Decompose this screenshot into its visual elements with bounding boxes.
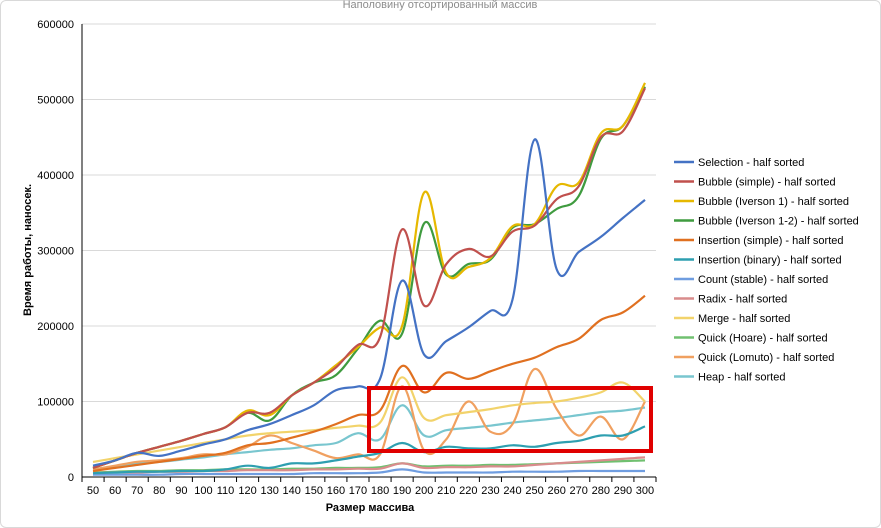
- x-tick-label: 130: [260, 485, 278, 497]
- x-tick-label: 260: [547, 485, 565, 497]
- x-tick-label: 270: [570, 485, 588, 497]
- y-tick-label: 300000: [37, 246, 74, 258]
- y-tick-label: 400000: [37, 170, 74, 182]
- highlight-box: [367, 386, 653, 453]
- y-tick-label: 200000: [37, 321, 74, 333]
- legend-label: Selection - half sorted: [698, 157, 804, 169]
- legend: Selection - half sorted Bubble (simple) -…: [674, 157, 859, 384]
- x-axis: 50 60 70 80 90 100 110 120 130 140 150 160 170 180 190…: [81, 24, 657, 497]
- x-tick-label: 50: [87, 485, 99, 497]
- series-line: [92, 425, 646, 475]
- legend-label: Insertion (simple) - half sorted: [698, 235, 844, 247]
- x-tick-label: 300: [636, 485, 654, 497]
- x-tick-label: 160: [327, 485, 345, 497]
- x-tick-label: 230: [481, 485, 499, 497]
- x-tick-label: 100: [194, 485, 212, 497]
- legend-label: Radix - half sorted: [698, 294, 787, 306]
- legend-label: Quick (Hoare) - half sorted: [698, 333, 828, 345]
- x-tick-label: 240: [503, 485, 521, 497]
- legend-label: Heap - half sorted: [698, 372, 785, 384]
- y-tick-label: 0: [68, 472, 74, 484]
- y-tick-label: 600000: [37, 19, 74, 31]
- series-line: [92, 87, 646, 469]
- y-axis-title: Время работы, наносек.: [22, 184, 34, 316]
- x-tick-label: 120: [238, 485, 256, 497]
- x-tick-label: 190: [393, 485, 411, 497]
- x-tick-label: 150: [305, 485, 323, 497]
- x-tick-label: 140: [283, 485, 301, 497]
- x-tick-label: 70: [131, 485, 143, 497]
- x-tick-label: 210: [437, 485, 455, 497]
- x-tick-label: 180: [371, 485, 389, 497]
- legend-label: Bubble (Iverson 1-2) - half sorted: [698, 216, 859, 228]
- x-tick-label: 280: [592, 485, 610, 497]
- x-tick-label: 250: [525, 485, 543, 497]
- x-tick-label: 170: [349, 485, 367, 497]
- x-tick-label: 290: [614, 485, 632, 497]
- x-tick-label: 220: [459, 485, 477, 497]
- y-axis: 0 100000 200000 300000 400000 500000 600000: [37, 19, 74, 484]
- x-tick-label: 200: [415, 485, 433, 497]
- x-tick-label: 90: [175, 485, 187, 497]
- legend-label: Count (stable) - half sorted: [698, 274, 828, 286]
- legend-label: Merge - half sorted: [698, 313, 790, 325]
- x-tick-label: 110: [217, 485, 235, 497]
- x-axis-title: Размер массива: [326, 502, 415, 514]
- chart-title: Наполовину отсортированный массив: [343, 0, 538, 11]
- y-tick-label: 100000: [37, 397, 74, 409]
- legend-label: Bubble (Iverson 1) - half sorted: [698, 196, 849, 208]
- legend-label: Insertion (binary) - half sorted: [698, 255, 842, 267]
- series-line: [93, 468, 645, 476]
- x-tick-label: 80: [153, 485, 165, 497]
- legend-label: Bubble (simple) - half sorted: [698, 177, 836, 189]
- series-line: [92, 138, 646, 467]
- y-tick-label: 500000: [37, 95, 74, 107]
- x-tick-label: 60: [109, 485, 121, 497]
- legend-label: Quick (Lomuto) - half sorted: [698, 352, 834, 364]
